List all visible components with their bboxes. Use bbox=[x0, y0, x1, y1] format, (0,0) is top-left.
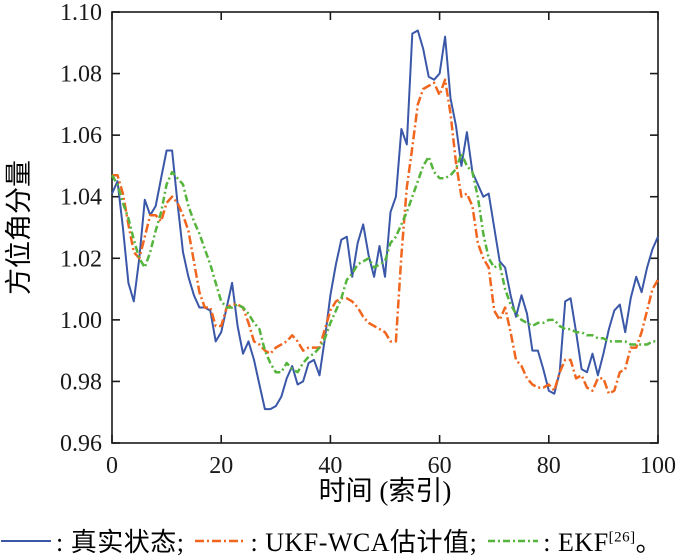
legend-swatch-ukf-wca-line bbox=[195, 539, 246, 542]
legend-item-ekf: : EKF[26]。 bbox=[487, 522, 662, 559]
chart-canvas: 0 20 40 60 80 100 0.96 0.98 1.00 1.02 1.04 1.06 1.08… bbox=[4, 0, 676, 506]
x-axis-label: 时间 (索引) bbox=[319, 476, 452, 506]
legend-item-true-state: : 真实状态; bbox=[0, 522, 184, 559]
y-tick-label: 1.08 bbox=[60, 62, 102, 88]
y-axis-label: 方位角分量 bbox=[4, 160, 34, 295]
legend: : 真实状态; : UKF-WCA估计值; : EKF[26]。 bbox=[0, 521, 700, 560]
y-tick-label: 1.02 bbox=[60, 246, 102, 272]
legend-item-ukf-wca: : UKF-WCA估计值; bbox=[194, 522, 477, 559]
legend-label-ukf-wca: : UKF-WCA估计值; bbox=[250, 528, 478, 557]
x-tick-label: 0 bbox=[106, 453, 118, 479]
x-tick-label: 100 bbox=[640, 453, 676, 479]
x-tick-label: 40 bbox=[318, 453, 342, 479]
series-line-true-state bbox=[111, 29, 659, 411]
y-tick-label: 1.00 bbox=[60, 308, 102, 334]
legend-swatch-ekf-line bbox=[488, 539, 539, 542]
x-tick-label: 20 bbox=[209, 453, 233, 479]
legend-label-ekf: : EKF[26]。 bbox=[543, 528, 663, 557]
series-line-ekf bbox=[110, 152, 658, 374]
plot-frame bbox=[111, 11, 659, 444]
series-line-ukf-wca bbox=[112, 78, 660, 395]
y-tick-label: 1.04 bbox=[60, 185, 102, 211]
x-tick-label: 60 bbox=[428, 453, 452, 479]
legend-swatch-true-state-line bbox=[1, 539, 51, 542]
y-tick-label: 1.10 bbox=[60, 0, 102, 26]
x-tick-label: 80 bbox=[537, 453, 561, 479]
y-tick-label: 0.96 bbox=[60, 431, 102, 457]
y-tick-label: 0.98 bbox=[60, 369, 102, 395]
legend-label-true-state: : 真实状态; bbox=[56, 528, 185, 557]
y-tick-label: 1.06 bbox=[60, 123, 102, 149]
